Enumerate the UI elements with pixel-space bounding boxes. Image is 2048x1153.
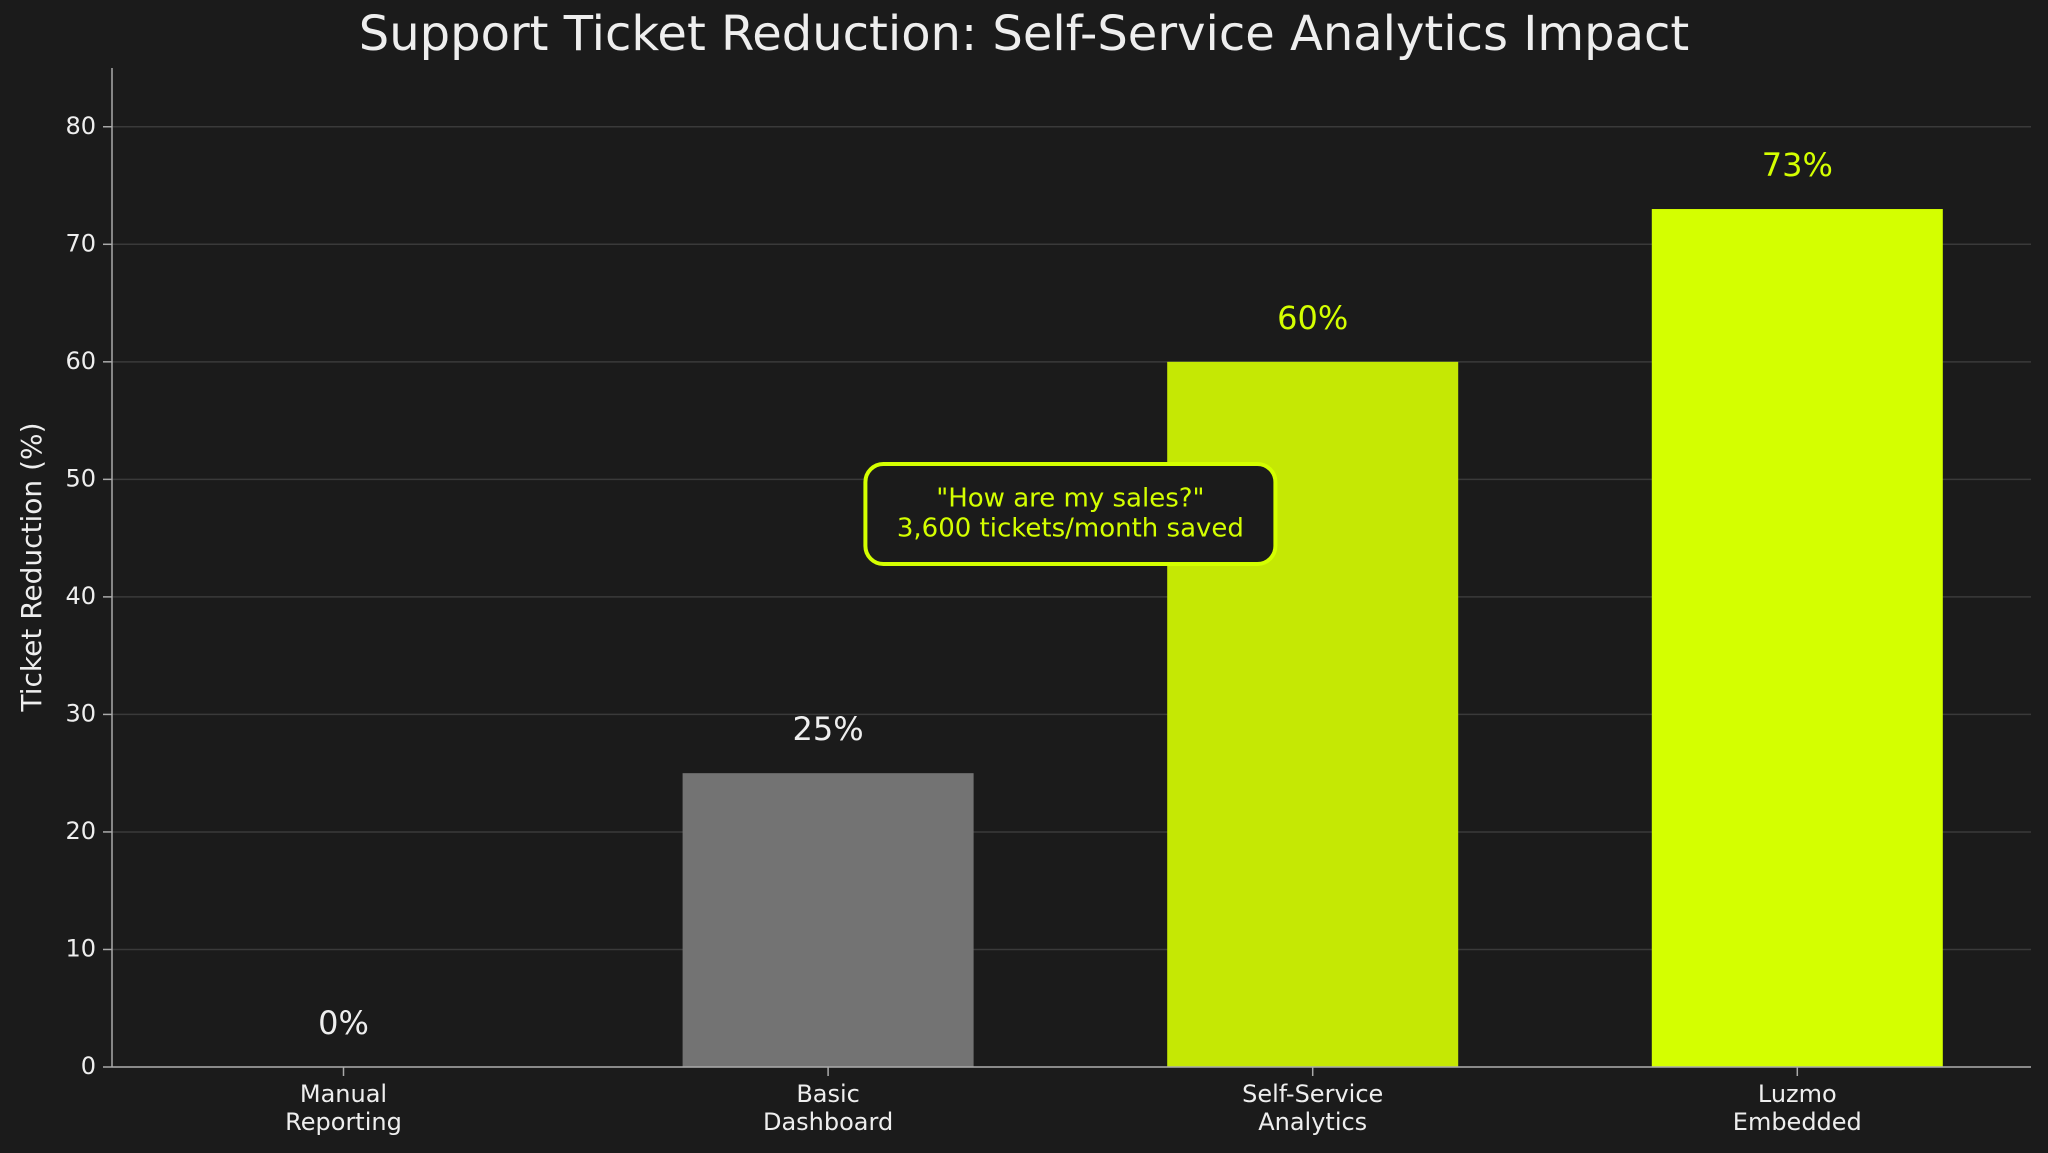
x-tick-label: Manual Reporting — [285, 1080, 402, 1136]
y-tick-label: 70 — [65, 229, 96, 257]
annotation-box — [863, 462, 1278, 566]
x-tick-label: Self-Service Analytics — [1242, 1080, 1383, 1136]
y-tick-label: 40 — [65, 582, 96, 610]
x-tick-label: Luzmo Embedded — [1733, 1080, 1862, 1136]
y-tick-label: 20 — [65, 817, 96, 845]
annotation-text: 3,600 tickets/month saved — [897, 514, 1244, 544]
y-tick-label: 30 — [65, 699, 96, 727]
y-tick-label: 50 — [65, 464, 96, 492]
y-tick-label: 10 — [65, 934, 96, 962]
y-axis-label: Ticket Reduction (%) — [15, 422, 48, 712]
y-tick-label: 80 — [65, 112, 96, 140]
bar — [1651, 209, 1943, 1068]
value-label: 60% — [1277, 299, 1348, 337]
y-tick-label: 60 — [65, 347, 96, 375]
y-tick-label: 0 — [81, 1052, 96, 1080]
value-label: 0% — [318, 1004, 369, 1042]
annotation-text: "How are my sales?" — [936, 484, 1204, 514]
chart-title: Support Ticket Reduction: Self-Service A… — [359, 6, 1689, 62]
bar — [682, 773, 974, 1067]
value-label: 73% — [1762, 146, 1833, 184]
value-label: 25% — [793, 710, 864, 748]
x-tick-label: Basic Dashboard — [763, 1080, 893, 1136]
